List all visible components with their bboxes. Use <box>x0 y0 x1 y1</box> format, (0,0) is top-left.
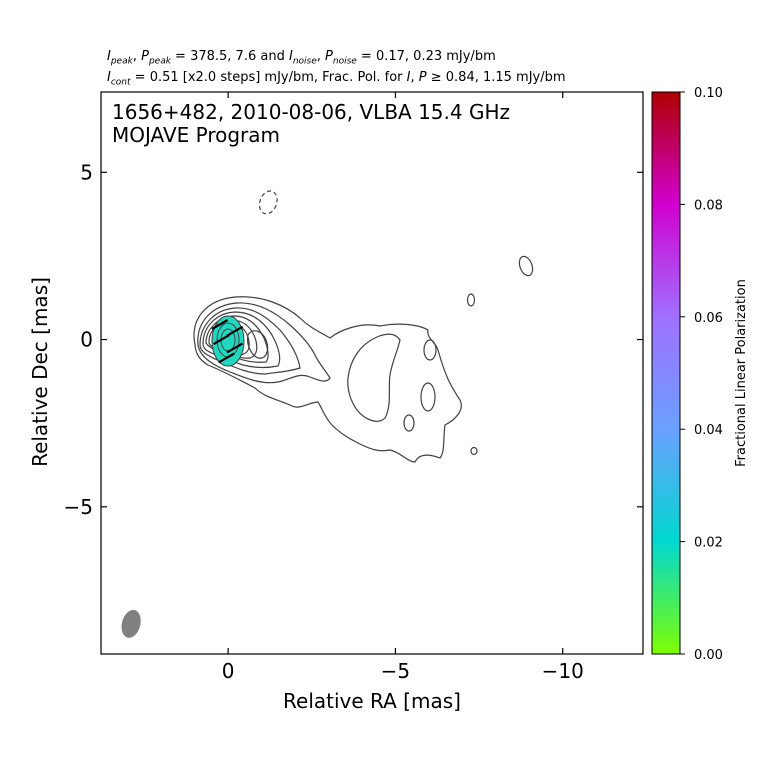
colorbar-tick-label: 0.10 <box>694 86 723 101</box>
evpa-tick <box>226 342 244 354</box>
y-tick-label: −5 <box>64 495 93 519</box>
colorbar-label: Fractional Linear Polarization <box>734 279 749 467</box>
colorbar-tick-label: 0.04 <box>694 423 723 438</box>
component-small-2 <box>403 414 415 432</box>
contour-outer-jet <box>193 296 462 463</box>
colorbar-tick-label: 0.00 <box>694 648 723 663</box>
evpa-tick <box>218 352 235 364</box>
x-axis-ticks: 0 −5 −10 <box>222 92 584 683</box>
y-axis-ticks: 5 0 −5 <box>64 160 643 519</box>
colorbar-tick-label: 0.08 <box>694 198 723 213</box>
plot-title-line-1: 1656+482, 2010-08-06, VLBA 15.4 GHz <box>112 100 510 124</box>
negative-contour <box>258 190 278 215</box>
component-small-5 <box>423 339 437 361</box>
contour-layer <box>121 190 534 638</box>
contour-jet-inner2 <box>202 311 281 368</box>
colorbar-tick-label: 0.02 <box>694 536 723 551</box>
colorbar-ticks: 0.00 0.02 0.04 0.06 0.08 0.10 <box>680 86 723 663</box>
colorbar <box>651 91 681 655</box>
evpa-tick <box>213 334 230 346</box>
header-line-1: Ipeak, Ppeak = 378.5, 7.6 and Inoise, Pn… <box>107 49 496 67</box>
x-tick-label: 0 <box>222 659 235 683</box>
x-tick-label: −5 <box>381 659 410 683</box>
component-small-1 <box>466 293 476 307</box>
evpa-tick <box>226 325 244 337</box>
component-small-4 <box>420 382 436 412</box>
evpa-tick <box>211 319 229 330</box>
component-small-3 <box>470 446 478 456</box>
y-axis-label: Relative Dec [mas] <box>28 277 52 467</box>
colorbar-tick-label: 0.06 <box>694 311 723 326</box>
x-tick-label: −10 <box>542 659 584 683</box>
evpa-ticks <box>211 319 244 364</box>
contour-right-lobe <box>246 330 269 359</box>
component-upper-right <box>518 255 534 277</box>
plot-area <box>100 91 644 655</box>
header-line-2: Icont = 0.51 [x2.0 steps] mJy/bm, Frac. … <box>107 70 566 88</box>
x-axis-label: Relative RA [mas] <box>283 689 461 713</box>
contour-inner-jet <box>347 333 401 422</box>
y-tick-label: 0 <box>80 328 93 352</box>
contour-jet-mid <box>197 302 331 384</box>
plot-title-line-2: MOJAVE Program <box>112 123 280 147</box>
y-tick-label: 5 <box>80 160 93 184</box>
beam-ellipse <box>121 609 141 638</box>
